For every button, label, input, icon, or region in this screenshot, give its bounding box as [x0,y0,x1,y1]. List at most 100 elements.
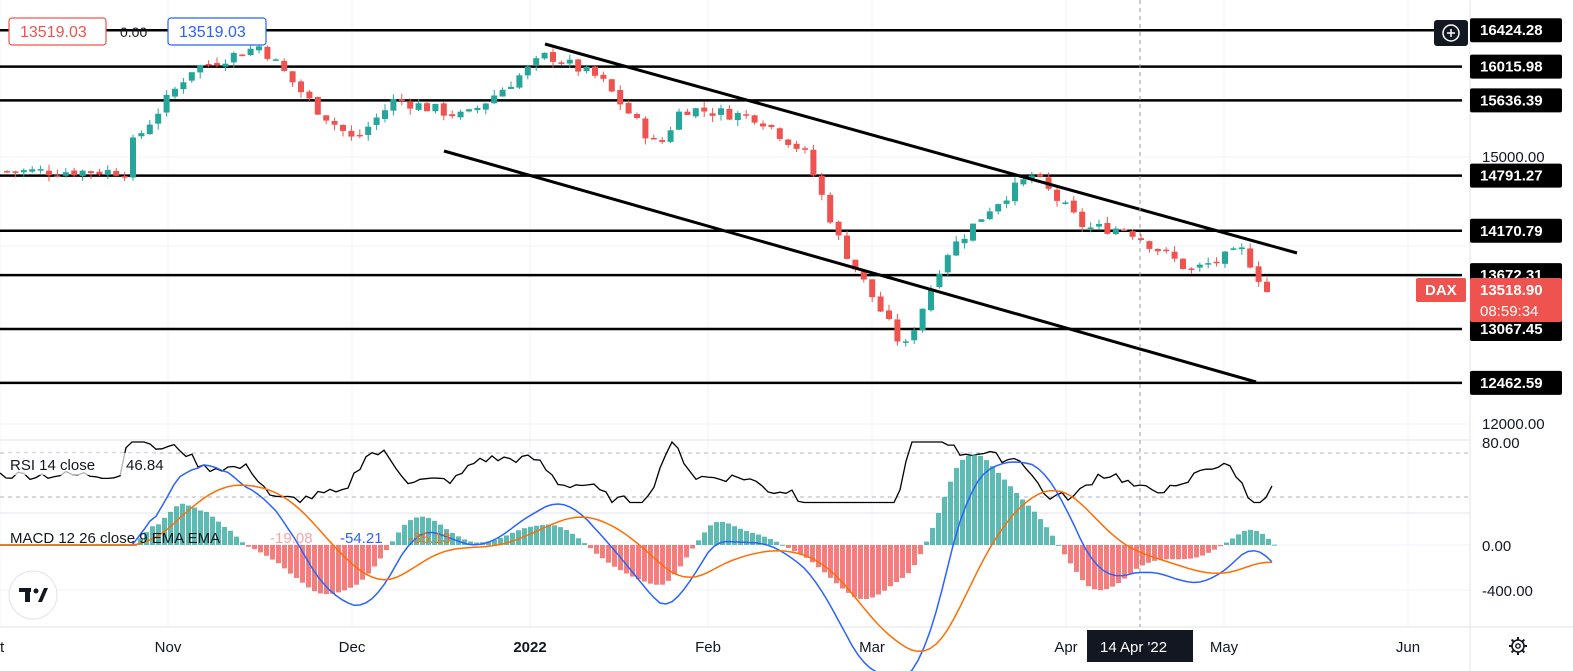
candle-body[interactable] [12,171,19,173]
candle-body[interactable] [104,169,111,175]
candle-body[interactable] [961,238,968,244]
candle-body[interactable] [1062,202,1069,204]
candle-body[interactable] [1264,281,1270,293]
candle-body[interactable] [1012,182,1018,202]
candle-body[interactable] [827,194,834,223]
candle-body[interactable] [869,279,876,298]
candle-body[interactable] [1028,175,1035,179]
macd-legend[interactable]: MACD 12 26 close 9 EMA EMA -19.08 -54.21… [10,530,451,547]
rsi-line[interactable] [0,440,1273,504]
macd-signal-line[interactable] [0,484,1273,653]
candle-body[interactable] [709,113,716,116]
candle-body[interactable] [4,171,10,173]
candle-body[interactable] [205,64,212,66]
trend-channel-upper[interactable] [544,42,1298,255]
candle-body[interactable] [239,54,246,57]
candle-body[interactable] [256,46,262,51]
candle-body[interactable] [1129,231,1136,237]
macd-histogram[interactable] [0,454,1277,600]
candle-body[interactable] [113,170,120,176]
candle-body[interactable] [894,319,901,342]
candle-body[interactable] [634,114,640,118]
candle-body[interactable] [718,108,724,115]
candle-body[interactable] [1180,258,1186,270]
candle-body[interactable] [71,170,78,176]
candle-body[interactable] [1003,200,1010,204]
candle-body[interactable] [1188,268,1195,270]
candle-body[interactable] [398,99,405,101]
candle-body[interactable] [1037,173,1044,177]
candle-body[interactable] [524,66,531,76]
candle-body[interactable] [289,71,296,83]
candle-body[interactable] [146,124,153,135]
candle-body[interactable] [121,176,128,178]
candle-body[interactable] [726,108,733,120]
candle-body[interactable] [222,63,229,67]
candle-body[interactable] [1104,222,1111,234]
candle-body[interactable] [970,223,976,241]
price-axis[interactable]: 15000.00 12000.00 80.00 0.00 -400.00 [1482,149,1545,600]
candle-body[interactable] [356,134,363,137]
candle-body[interactable] [449,114,456,117]
candle-body[interactable] [1247,248,1254,268]
time-axis[interactable]: t Nov Dec 2022 Feb Mar Apr May Jun [0,639,1420,656]
candle-body[interactable] [298,81,304,93]
candle-body[interactable] [348,130,355,137]
candle-body[interactable] [550,52,556,62]
candle-body[interactable] [432,103,439,112]
candle-body[interactable] [541,52,548,59]
candle-body[interactable] [566,59,573,64]
add-plus-icon[interactable] [1434,20,1468,46]
candle-body[interactable] [701,107,708,112]
rsi-legend[interactable]: RSI 14 close 46.84 [4,453,164,475]
candle-body[interactable] [818,175,825,195]
candle-body[interactable] [835,221,842,236]
candle-body[interactable] [676,111,682,130]
candle-body[interactable] [978,219,985,222]
candle-body[interactable] [650,137,657,140]
candle-body[interactable] [785,139,792,145]
candle-body[interactable] [928,288,934,311]
candle-body[interactable] [29,169,36,172]
candle-body[interactable] [482,103,489,110]
candle-body[interactable] [281,60,288,71]
candle-body[interactable] [911,330,918,341]
dax-price-label[interactable]: DAX 13518.90 08:59:34 [1416,278,1562,322]
candle-body[interactable] [1171,251,1178,259]
candle-body[interactable] [1238,247,1245,250]
candle-body[interactable] [20,170,27,173]
candle-body[interactable] [1163,249,1170,252]
candle-body[interactable] [802,148,808,150]
candle-body[interactable] [533,58,540,65]
candle-body[interactable] [230,52,237,63]
candle-body[interactable] [424,103,430,112]
candle-body[interactable] [1213,261,1220,264]
candle-body[interactable] [919,308,926,331]
candle-body[interactable] [491,95,498,104]
candle-body[interactable] [188,72,195,81]
candle-body[interactable] [1138,238,1144,240]
candle-body[interactable] [1087,227,1094,229]
candle-body[interactable] [474,107,481,111]
candle-body[interactable] [617,90,624,105]
candle-body[interactable] [852,259,859,270]
candle-body[interactable] [1096,224,1102,227]
candle-body[interactable] [642,118,649,139]
candle-body[interactable] [1121,229,1128,231]
candle-body[interactable] [768,124,775,127]
candle-body[interactable] [1255,266,1262,282]
candle-body[interactable] [499,89,506,97]
candle-body[interactable] [575,59,582,72]
candle-body[interactable] [776,128,783,139]
candle-body[interactable] [1196,264,1203,268]
candle-body[interactable] [667,130,674,142]
candle-body[interactable] [1222,251,1228,264]
candle-body[interactable] [46,170,52,176]
candle-body[interactable] [373,117,380,125]
candle-body[interactable] [214,63,220,66]
candle-body[interactable] [314,96,321,115]
candle-body[interactable] [877,296,884,312]
candle-body[interactable] [1079,211,1086,227]
candle-body[interactable] [734,112,741,121]
